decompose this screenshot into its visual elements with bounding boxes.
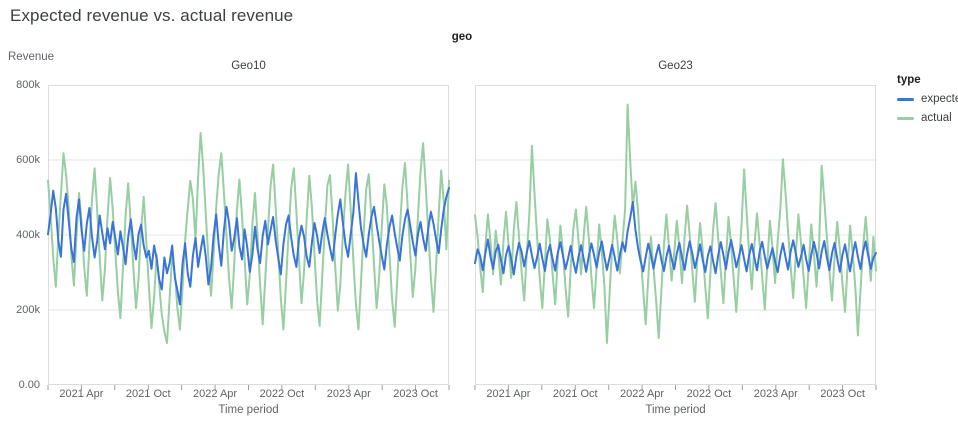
- x-tick-label: 2022 Oct: [686, 388, 732, 400]
- expected-line: [474, 201, 877, 276]
- x-tick-label: 2021 Oct: [125, 388, 171, 400]
- geo10-chart-svg: [47, 85, 450, 390]
- actual-line: [474, 103, 877, 344]
- x-tick-label: 2023 Apr: [326, 388, 371, 400]
- panel-border: [475, 85, 876, 385]
- actual-line: [47, 132, 450, 344]
- legend-label-actual: actual: [921, 112, 952, 124]
- x-axis-title: Time period: [218, 404, 279, 416]
- x-tick-label: 2023 Oct: [393, 388, 438, 400]
- y-tick-label: 800k: [16, 79, 40, 91]
- legend-title: type: [897, 74, 921, 86]
- geo23-chart-svg: [474, 85, 877, 390]
- legend-item-expected[interactable]: expected: [897, 93, 958, 106]
- facet-field-label: geo: [451, 31, 473, 43]
- facet-title-geo23: Geo23: [658, 60, 693, 72]
- y-axis-title: Revenue: [8, 51, 55, 63]
- y-tick-label: 200k: [16, 304, 40, 316]
- x-tick-label: 2022 Apr: [193, 388, 238, 400]
- legend-label-expected: expected: [921, 93, 958, 105]
- x-tick-label: 2021 Oct: [552, 388, 598, 400]
- legend: type expected actual: [897, 74, 958, 131]
- expected-line: [47, 172, 450, 306]
- x-tick-label: 2023 Oct: [820, 388, 865, 400]
- actual-swatch-icon: [897, 117, 914, 120]
- y-tick-label: 0.00: [18, 379, 40, 391]
- facet-panel-geo10: 2021 Apr 2021 Oct 2022 Apr 2022 Oct 2023 Apr…: [47, 85, 450, 416]
- page-title: Expected revenue vs. actual revenue: [10, 6, 294, 25]
- y-axis-tick-labels: 800k 600k 400k 200k 0.00: [0, 79, 42, 391]
- x-axis-title: Time period: [645, 404, 706, 416]
- x-tick-label: 2021 Apr: [486, 388, 531, 400]
- legend-item-actual[interactable]: actual: [897, 112, 958, 125]
- x-tick-label: 2023 Apr: [753, 388, 798, 400]
- facet-panel-geo23: 2021 Apr 2021 Oct 2022 Apr 2022 Oct 2023 Apr…: [474, 85, 877, 416]
- y-tick-label: 400k: [16, 229, 40, 241]
- x-tick-label: 2021 Apr: [59, 388, 104, 400]
- x-axis-tick-labels: 2021 Apr 2021 Oct 2022 Apr 2022 Oct 2023 Apr…: [48, 388, 449, 402]
- x-axis-tick-labels: 2021 Apr 2021 Oct 2022 Apr 2022 Oct 2023 Apr…: [475, 388, 876, 402]
- expected-swatch-icon: [897, 98, 914, 101]
- x-tick-label: 2022 Oct: [259, 388, 305, 400]
- y-tick-label: 600k: [16, 154, 40, 166]
- x-tick-label: 2022 Apr: [620, 388, 665, 400]
- facet-title-geo10: Geo10: [231, 60, 266, 72]
